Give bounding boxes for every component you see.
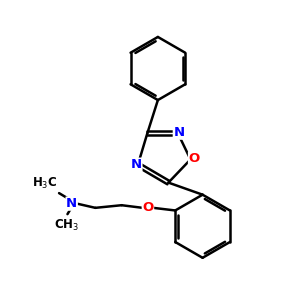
Text: H$_3$C: H$_3$C	[32, 176, 57, 191]
Text: N: N	[131, 158, 142, 171]
Text: O: O	[142, 201, 154, 214]
Text: O: O	[188, 152, 200, 165]
Text: N: N	[66, 197, 77, 210]
Text: N: N	[173, 126, 184, 139]
Text: CH$_3$: CH$_3$	[54, 218, 79, 233]
